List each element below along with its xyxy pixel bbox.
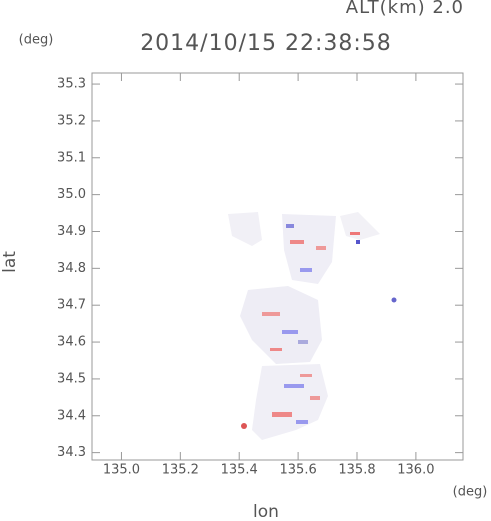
y-tick-label: 34.3 [57, 445, 86, 460]
x-axis-title: lon [253, 502, 279, 521]
echo-field [228, 212, 397, 440]
y-tick-label: 34.4 [57, 408, 86, 423]
x-tick-label: 135.2 [162, 463, 199, 478]
y-tick-label: 35.0 [57, 187, 86, 202]
y-tick-label: 34.8 [57, 261, 86, 276]
chart-subtitle: ALT(km) 2.0 [346, 0, 464, 18]
x-tick-label: 135.4 [221, 463, 258, 478]
x-tick-label: 135.8 [338, 463, 375, 478]
x-tick-label: 135.0 [103, 463, 140, 478]
y-tick-label: 34.6 [57, 335, 86, 350]
y-tick-label: 34.9 [57, 224, 86, 239]
y-tick-label: 34.7 [57, 298, 86, 313]
y-tick-label: 34.5 [57, 371, 86, 386]
plot-frame [91, 72, 464, 461]
x-tick-label: 135.6 [280, 463, 317, 478]
y-axis-title: lat [0, 251, 20, 273]
y-tick-label: 35.3 [57, 77, 86, 92]
x-tick-label: 136.0 [397, 463, 434, 478]
y-unit: (deg) [19, 33, 54, 48]
y-tick-label: 35.1 [57, 150, 86, 165]
x-unit: (deg) [453, 485, 488, 500]
chart-title: 2014/10/15 22:38:58 [140, 31, 392, 56]
y-tick-label: 35.2 [57, 113, 86, 128]
